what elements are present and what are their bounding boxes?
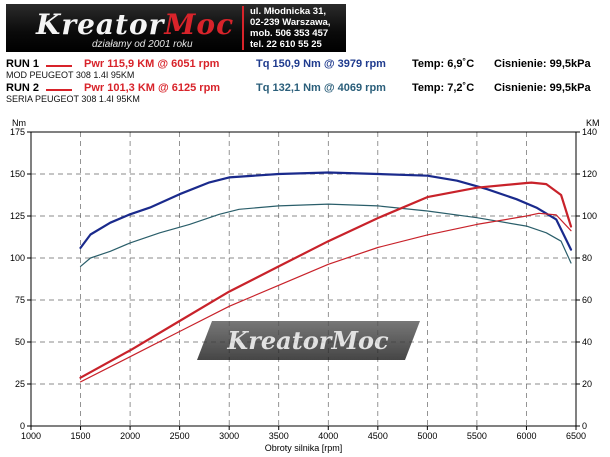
series-line-torque-run-2 bbox=[79, 203, 572, 267]
contact-line: tel. 22 610 55 25 bbox=[250, 39, 322, 50]
run-1-row: RUN 1 Pwr 115,9 KM @ 6051 rpm Tq 150,9 N… bbox=[0, 58, 610, 72]
run-2-power: Pwr 101,3 KM @ 6125 rpm bbox=[84, 82, 221, 94]
y-right-tick-label: 100 bbox=[582, 211, 597, 221]
series-line-power-run-1 bbox=[79, 181, 573, 379]
watermark-logo: KreatorMoc bbox=[197, 321, 420, 360]
series-group bbox=[79, 171, 573, 383]
axes bbox=[27, 131, 580, 430]
run-1-label: RUN 1 bbox=[6, 58, 40, 70]
x-tick-label: 2500 bbox=[170, 431, 190, 441]
run-1-torque: Tq 150,9 Nm @ 3979 rpm bbox=[256, 58, 386, 70]
x-tick-label: 5500 bbox=[467, 431, 487, 441]
run-1-swatch bbox=[46, 65, 72, 67]
x-tick-label: 3500 bbox=[269, 431, 289, 441]
x-tick-label: 1000 bbox=[21, 431, 41, 441]
y-left-axis-unit: Nm bbox=[12, 118, 26, 128]
series-line-torque-run-1 bbox=[79, 171, 573, 251]
y-left-tick-label: 75 bbox=[15, 295, 25, 305]
plot-frame bbox=[30, 131, 577, 427]
y-right-tick-label: 120 bbox=[582, 169, 597, 179]
brand-banner: KreatorMoc działamy od 2001 roku ul. Mło… bbox=[6, 4, 346, 52]
run-2-row: RUN 2 Pwr 101,3 KM @ 6125 rpm Tq 132,1 N… bbox=[0, 82, 610, 96]
run-2-temperature: Temp: 7,2˚C bbox=[412, 82, 475, 94]
banner-divider bbox=[242, 6, 244, 50]
y-right-axis-unit: KM bbox=[586, 118, 600, 128]
run-2-swatch bbox=[46, 89, 72, 91]
run-1-temperature: Temp: 6,9˚C bbox=[412, 58, 475, 70]
dyno-chart: KreatorMoc 1000 1500 2000 2500 3000 3500 4000 4… bbox=[10, 118, 600, 453]
x-axis-label: Obroty silnika [rpm] bbox=[265, 443, 343, 453]
x-tick-label: 5000 bbox=[417, 431, 437, 441]
x-tick-label: 1500 bbox=[71, 431, 91, 441]
tick-labels: 1000 1500 2000 2500 3000 3500 4000 4500 5000 5500… bbox=[10, 118, 600, 453]
x-tick-label: 2000 bbox=[120, 431, 140, 441]
run-2-description: SERIA PEUGEOT 308 1.4I 95KM bbox=[6, 94, 140, 104]
brand-tagline: działamy od 2001 roku bbox=[92, 39, 193, 50]
y-right-tick-label: 0 bbox=[582, 421, 587, 431]
run-1-power: Pwr 115,9 KM @ 6051 rpm bbox=[84, 58, 220, 70]
contact-info: ul. Młodnicka 31, 02-239 Warszawa, mob. … bbox=[250, 6, 346, 50]
x-tick-label: 6500 bbox=[566, 431, 586, 441]
run-2-pressure: Cisnienie: 99,5kPa bbox=[494, 82, 591, 94]
report-header: KreatorMoc działamy od 2001 roku ul. Mło… bbox=[0, 0, 610, 56]
run-2-torque: Tq 132,1 Nm @ 4069 rpm bbox=[256, 82, 386, 94]
x-tick-label: 4000 bbox=[318, 431, 338, 441]
brand-logo: KreatorMoc bbox=[36, 8, 235, 41]
y-left-tick-label: 25 bbox=[15, 379, 25, 389]
svg-text:KreatorMoc: KreatorMoc bbox=[226, 326, 389, 355]
y-left-tick-label: 175 bbox=[10, 127, 25, 137]
contact-line: ul. Młodnicka 31, bbox=[250, 6, 327, 17]
y-right-tick-label: 60 bbox=[582, 295, 592, 305]
x-tick-label: 3000 bbox=[219, 431, 239, 441]
contact-line: mob. 506 353 457 bbox=[250, 28, 329, 39]
y-left-tick-label: 50 bbox=[15, 337, 25, 347]
y-left-tick-label: 0 bbox=[20, 421, 25, 431]
y-left-tick-label: 150 bbox=[10, 169, 25, 179]
grid bbox=[31, 131, 577, 426]
x-tick-label: 6000 bbox=[516, 431, 536, 441]
contact-line: 02-239 Warszawa, bbox=[250, 17, 331, 28]
series-line-power-run-2 bbox=[79, 212, 572, 383]
y-right-tick-label: 140 bbox=[582, 127, 597, 137]
run-1-pressure: Cisnienie: 99,5kPa bbox=[494, 58, 591, 70]
y-right-tick-label: 20 bbox=[582, 379, 592, 389]
x-tick-label: 4500 bbox=[368, 431, 388, 441]
y-right-tick-label: 40 bbox=[582, 337, 592, 347]
run-1-description: MOD PEUGEOT 308 1.4I 95KM bbox=[6, 70, 135, 80]
y-left-tick-label: 100 bbox=[10, 253, 25, 263]
y-right-tick-label: 80 bbox=[582, 253, 592, 263]
y-left-tick-label: 125 bbox=[10, 211, 25, 221]
run-2-label: RUN 2 bbox=[6, 82, 40, 94]
